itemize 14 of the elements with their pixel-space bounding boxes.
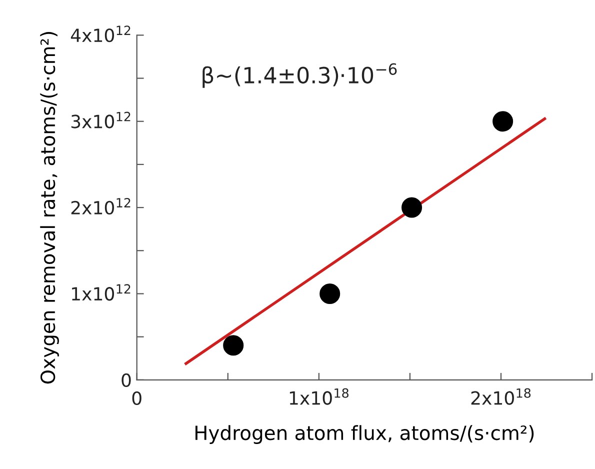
y-tick-label: 2x10$^{12}$	[71, 198, 130, 215]
y-axis-title: Oxygen removal rate, atoms/(s·cm²)	[40, 32, 59, 384]
x-axis-title: Hydrogen atom flux, atoms/(s·cm²)	[195, 425, 534, 444]
point	[402, 197, 422, 218]
x-tick-label: 1x10$^{18}$	[290, 388, 348, 405]
annotation: β~(1.4±0.3)·10$^{−6}$	[202, 63, 397, 88]
point	[492, 111, 514, 132]
y-tick-label: 3x10$^{12}$	[71, 112, 130, 128]
point	[223, 335, 244, 356]
x-tick-label: 0	[132, 391, 142, 405]
y-tick-label: 4x10$^{12}$	[70, 26, 130, 42]
y-tick-label: 0	[122, 373, 131, 388]
y-tick-label: 1x10$^{12}$	[72, 284, 130, 301]
x-tick-label: 2x10$^{18}$	[471, 388, 531, 405]
